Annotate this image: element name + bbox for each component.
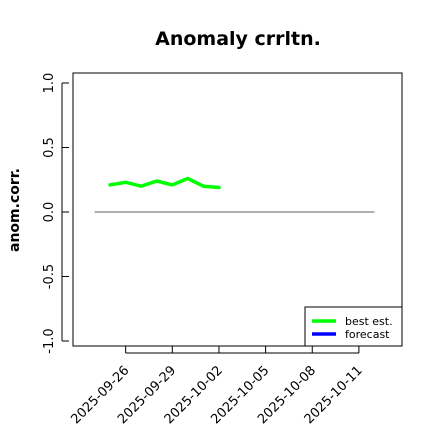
series-line-best-est [108, 176, 221, 190]
x-axis: 2025-09-262025-09-292025-10-022025-10-05… [68, 346, 366, 427]
plot-area-frame [72, 72, 403, 347]
plot-content [94, 176, 375, 213]
y-axis: -1.0 -0.5 0.0 0.5 1.0 [42, 73, 69, 354]
legend-label: best est. [345, 315, 393, 328]
chart-title: Anomaly crrltn. [155, 28, 321, 50]
legend-label: forecast [345, 328, 390, 341]
legend: best est.forecast [304, 306, 403, 347]
y-tick-label: -1.0 [42, 328, 57, 353]
legend-box [304, 306, 403, 347]
y-tick-label: 1.0 [42, 73, 57, 94]
y-tick-label: 0.0 [42, 202, 57, 223]
y-tick-label: -0.5 [42, 264, 57, 289]
y-tick-label: 0.5 [42, 137, 57, 158]
y-axis-label: anom.corr. [7, 168, 23, 252]
